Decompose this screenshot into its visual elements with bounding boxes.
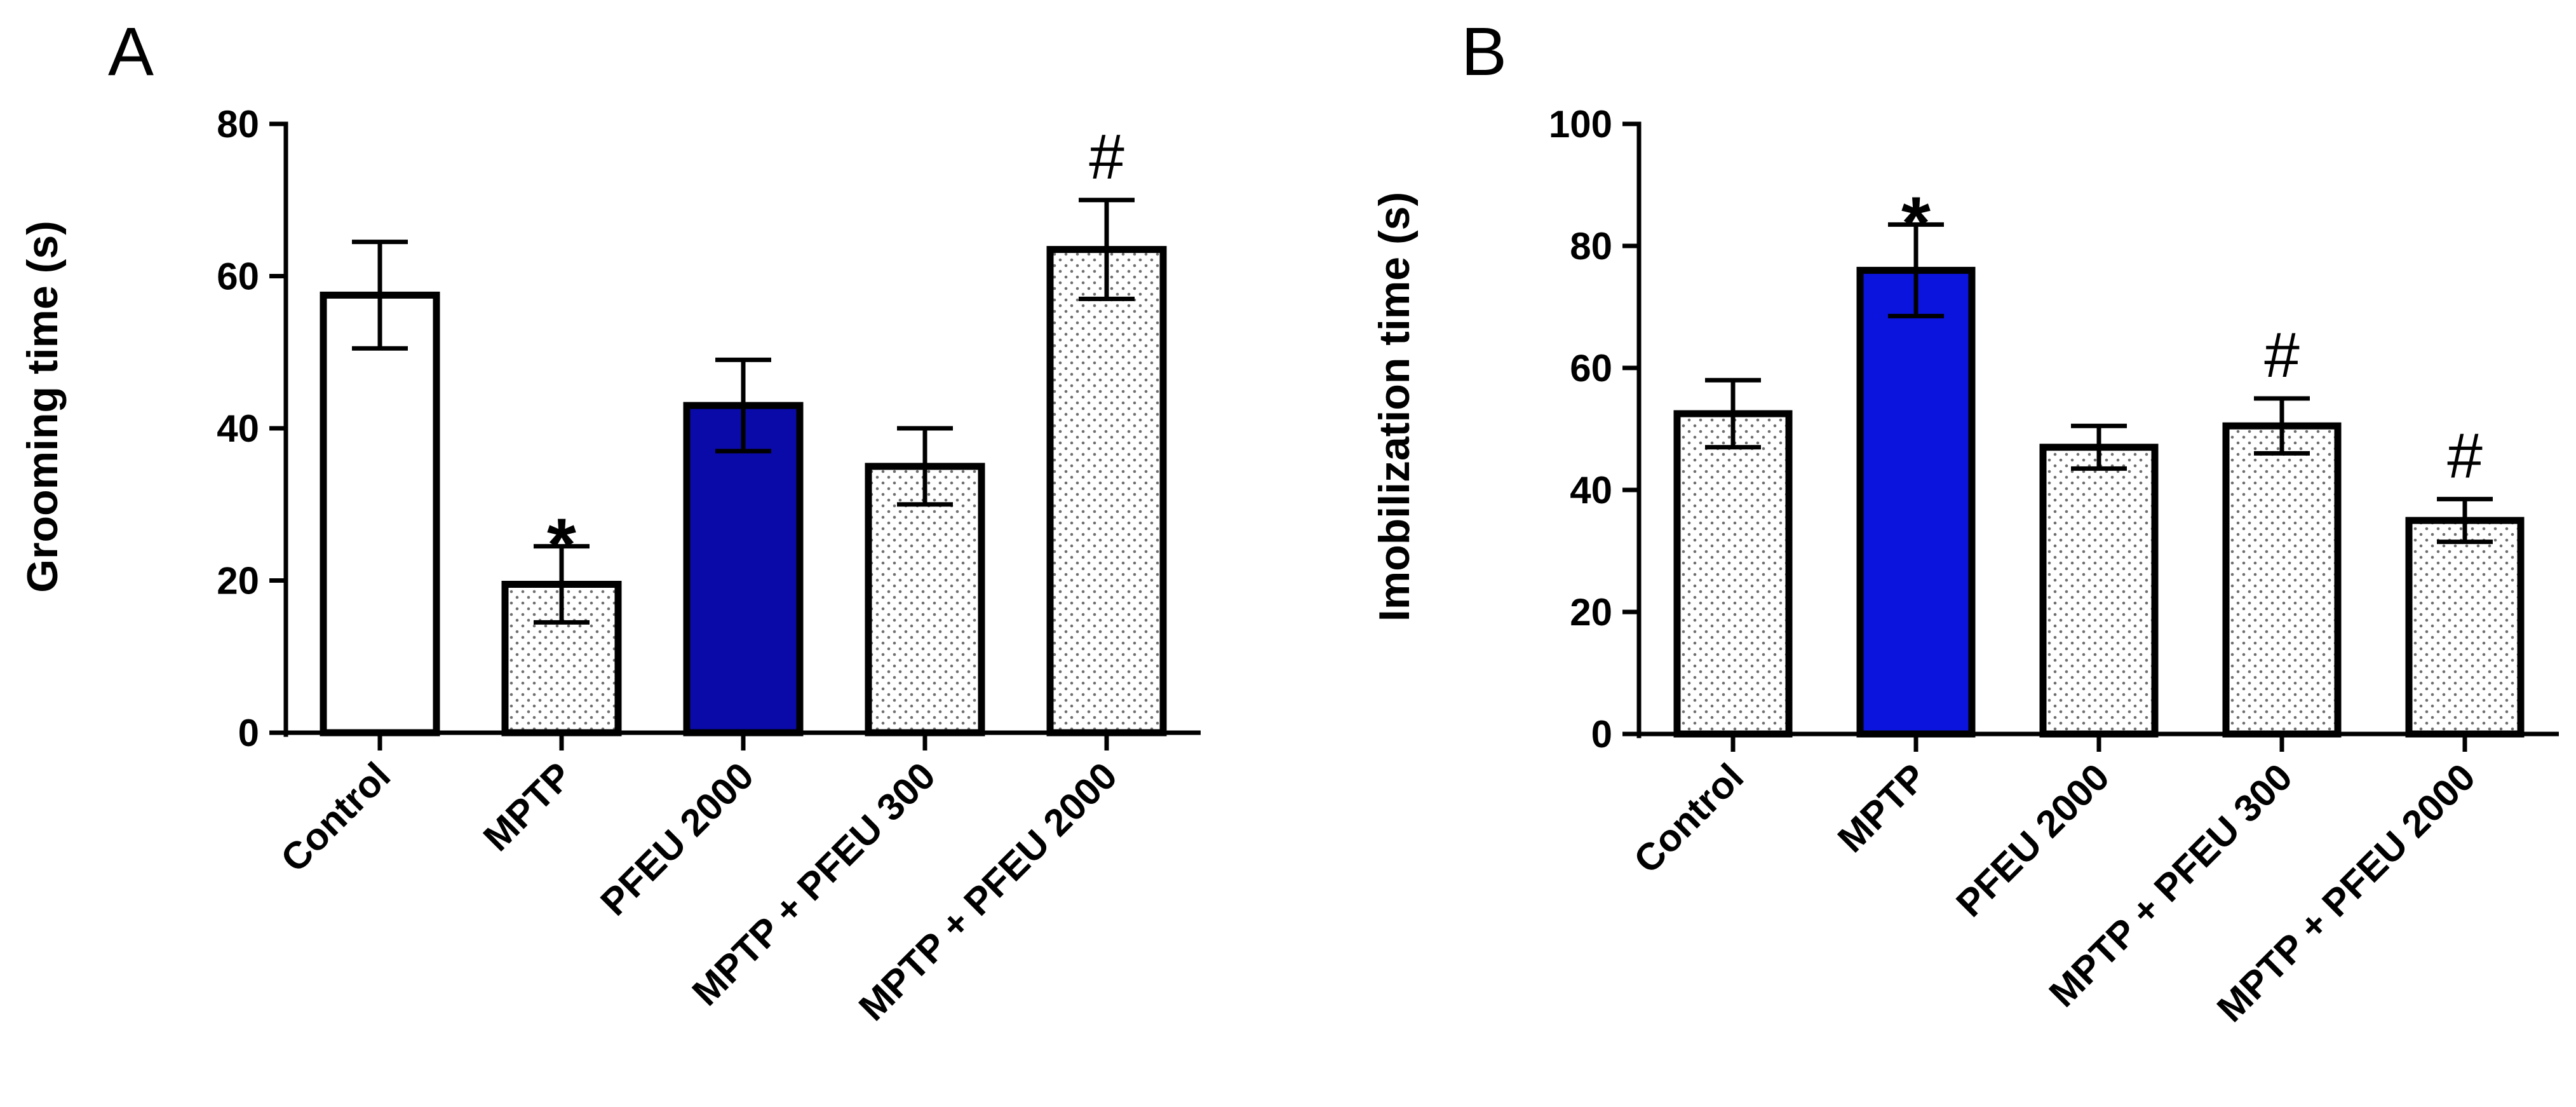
significance-hash: # [2447,420,2483,491]
bar [2039,444,2159,738]
y-tick-label: 40 [1570,469,1612,512]
y-tick-label: 0 [1591,713,1612,756]
y-axis-title: Grooming time (s) [18,221,67,593]
bar [1856,266,1976,738]
y-tick-label: 40 [217,407,259,450]
panel-label-a: A [108,13,154,90]
significance-hash: # [2264,320,2300,391]
y-axis-title: Imobilization time (s) [1370,192,1419,621]
category-label: PFEU 2000 [1948,756,2117,925]
significance-star: * [547,503,576,587]
chart-panel-b: 0 20 40 60 80 100 Imobilization time (s) Contro… [1370,103,2559,1030]
y-tick-label: 60 [217,255,259,298]
bar [1673,410,1793,738]
bar [683,402,804,737]
chart-panel-a: 0 20 40 60 80 Grooming time (s) Control MPTP * PF… [18,103,1201,1029]
bar [1046,246,1167,737]
y-tick-label: 0 [238,712,259,754]
y-tick-label: 80 [217,103,259,146]
y-tick-label: 80 [1570,225,1612,268]
y-tick-label: 60 [1570,347,1612,390]
bar [2222,422,2342,738]
category-label: MPTP [475,754,580,859]
category-label: Control [1626,756,1751,881]
panel-label-b: B [1461,13,1507,90]
y-tick-label: 20 [1570,591,1612,634]
category-label: PFEU 2000 [592,754,762,924]
category-label: Control [273,754,398,880]
significance-star: * [1901,181,1931,265]
bar [2405,517,2525,738]
significance-hash: # [1089,121,1124,193]
category-label: MPTP [1830,756,1934,860]
y-tick-label: 20 [217,560,259,602]
y-tick-label: 100 [1549,103,1612,146]
bar [320,291,440,737]
